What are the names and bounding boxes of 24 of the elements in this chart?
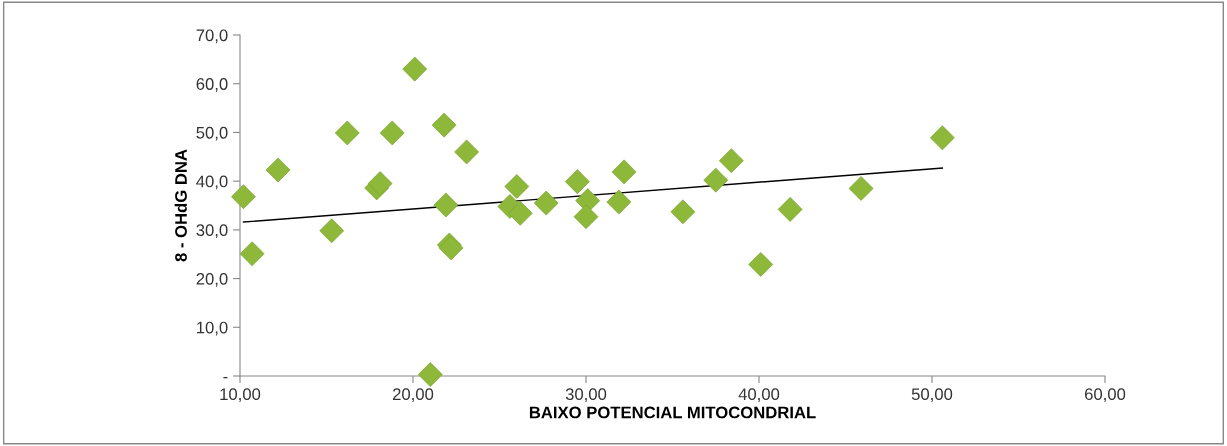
y-tick-label: 70,0 xyxy=(196,29,228,44)
x-tick-label: 20,00 xyxy=(392,388,434,403)
x-tick-label: 50,00 xyxy=(911,388,953,403)
x-tick-label: 30,00 xyxy=(565,388,607,403)
y-tick-label: 50,0 xyxy=(196,126,228,141)
x-axis-title: BAIXO POTENCIAL MITOCONDRIAL xyxy=(529,406,816,419)
x-tick-label: 10,00 xyxy=(220,388,261,403)
y-axis-title: 8 - OHdG DNA xyxy=(174,149,187,262)
point xyxy=(533,190,559,216)
point xyxy=(718,148,744,174)
y-tick-label: 20,0 xyxy=(196,272,228,287)
y-tick-label: 40,0 xyxy=(196,175,228,190)
y-tick-label: 30,0 xyxy=(196,224,228,239)
point xyxy=(670,199,696,225)
y-tick-label: 60,0 xyxy=(196,78,228,92)
y-tick-label: - xyxy=(223,376,228,379)
point xyxy=(379,120,405,146)
point xyxy=(930,125,955,151)
x-tick-label: 40,00 xyxy=(738,388,780,403)
point xyxy=(703,167,729,193)
point xyxy=(417,362,443,387)
point xyxy=(367,171,393,196)
x-tick-label: 60,00 xyxy=(1084,388,1126,403)
y-tick-label: 10,0 xyxy=(197,321,228,336)
